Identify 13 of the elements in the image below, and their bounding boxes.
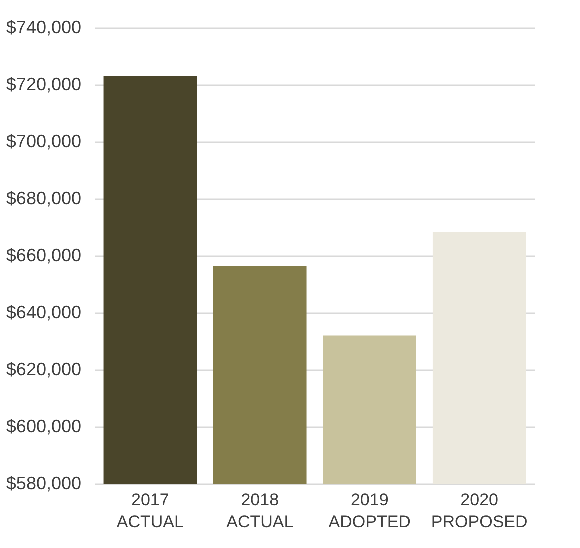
x-tick-label: 2017 ACTUAL — [116, 490, 184, 532]
y-tick-label: $600,000 — [6, 416, 82, 436]
x-tick-label: 2020 PROPOSED — [431, 490, 528, 532]
y-tick-label: $740,000 — [6, 18, 82, 38]
x-tick-label: 2018 ACTUAL — [226, 490, 294, 532]
y-tick-label: $700,000 — [6, 132, 82, 152]
y-tick-label: $640,000 — [6, 302, 82, 322]
y-tick-label: $720,000 — [6, 74, 82, 94]
y-tick-label: $620,000 — [6, 360, 82, 380]
y-tick-label: $580,000 — [6, 474, 82, 494]
y-tick-label: $680,000 — [6, 188, 82, 208]
y-tick-label: $660,000 — [6, 246, 82, 266]
x-tick-label: 2019 ADOPTED — [328, 490, 411, 532]
